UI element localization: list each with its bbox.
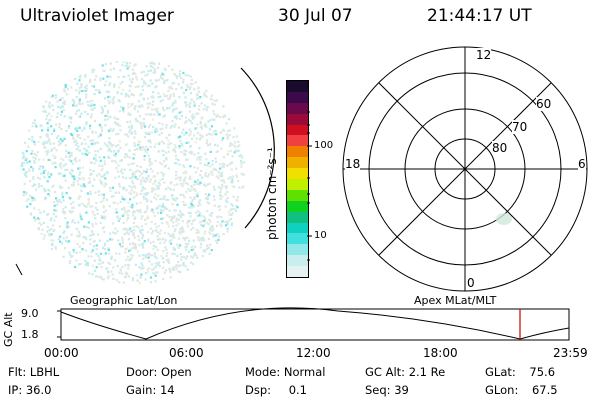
colorbar-swatch xyxy=(287,222,308,234)
time-tick-2359: 23:59 xyxy=(553,346,588,360)
timeline-ymax-label: 9.0 xyxy=(21,307,39,320)
seq-field: Seq: 39 xyxy=(365,383,409,397)
gc-alt-value: 2.1 Re xyxy=(408,365,446,379)
timeline-right-label: Apex MLat/MLT xyxy=(414,294,497,307)
time-tick-1200: 12:00 xyxy=(296,346,331,360)
filter-field: Flt: LBHL xyxy=(8,365,59,379)
gc-alt-field: GC Alt: 2.1 Re xyxy=(365,365,445,379)
colorbar-swatch xyxy=(287,81,308,92)
color-bar xyxy=(286,80,309,278)
colorbar-swatch xyxy=(287,266,308,278)
lat-label-60: 60 xyxy=(536,97,552,111)
gain-label: Gain: xyxy=(126,383,157,397)
colorbar-swatch xyxy=(287,179,308,190)
colorbar-swatch xyxy=(287,200,308,212)
dsp-value: 0.1 xyxy=(288,383,307,397)
timeline-left-label: Geographic Lat/Lon xyxy=(70,294,178,307)
dsp-field: Dsp: 0.1 xyxy=(245,383,307,397)
colorbar-swatch xyxy=(287,244,308,256)
observation-date: 30 Jul 07 xyxy=(278,6,353,26)
glat-value: 75.6 xyxy=(529,365,556,379)
gain-value: 14 xyxy=(159,383,175,397)
glon-label: GLon: xyxy=(485,383,519,397)
colorbar-swatch xyxy=(287,113,308,125)
colorbar-swatch xyxy=(287,102,308,114)
instrument-title: Ultraviolet Imager xyxy=(20,6,174,26)
door-label: Door: xyxy=(126,365,158,379)
gain-field: Gain: 14 xyxy=(126,383,175,397)
time-tick-1800: 18:00 xyxy=(423,346,458,360)
ip-value: 36.0 xyxy=(25,383,52,397)
ip-label: IP: xyxy=(8,383,23,397)
ip-field: IP: 36.0 xyxy=(8,383,51,397)
colorbar-tick-100: 100 xyxy=(314,140,334,151)
glat-label: GLat: xyxy=(485,365,516,379)
seq-label: Seq: xyxy=(365,383,391,397)
door-field: Door: Open xyxy=(126,365,192,379)
colorbar-swatch xyxy=(287,233,308,245)
colorbar-swatch xyxy=(287,91,308,103)
colorbar-swatch xyxy=(287,124,308,136)
mlt-label-0: 0 xyxy=(467,276,475,290)
gc-alt-label: GC Alt: xyxy=(365,365,406,379)
mode-label: Mode: xyxy=(245,365,281,379)
colorbar-swatch xyxy=(287,211,308,223)
colorbar-tick-10: 10 xyxy=(314,230,327,241)
seq-value: 39 xyxy=(394,383,409,397)
glon-value: 67.5 xyxy=(531,383,558,397)
time-tick-0600: 06:00 xyxy=(169,346,204,360)
glon-field: GLon: 67.5 xyxy=(485,383,558,397)
lat-label-70: 70 xyxy=(512,120,528,134)
filter-label: Flt: xyxy=(8,365,27,379)
mlt-label-12: 12 xyxy=(476,48,492,62)
filter-value: LBHL xyxy=(29,365,60,379)
mode-field: Mode: Normal xyxy=(245,365,325,379)
colorbar-swatch xyxy=(287,255,308,267)
observation-time: 21:44:17 UT xyxy=(427,6,532,26)
time-tick-0000: 00:00 xyxy=(44,346,79,360)
glat-field: GLat: 75.6 xyxy=(485,365,555,379)
dsp-label: Dsp: xyxy=(245,383,272,397)
lat-label-80: 80 xyxy=(492,141,508,155)
door-value: Open xyxy=(160,365,192,379)
colorbar-swatch xyxy=(287,189,308,201)
colorbar-swatch xyxy=(287,157,308,169)
colorbar-swatch xyxy=(287,146,308,158)
colorbar-swatch xyxy=(287,168,308,180)
mlt-label-6: 6 xyxy=(578,157,586,171)
mode-value: Normal xyxy=(283,365,326,379)
mlt-label-18: 18 xyxy=(345,157,361,171)
colorbar-swatch xyxy=(287,135,308,147)
timeline-ymin-label: 1.8 xyxy=(21,328,39,341)
